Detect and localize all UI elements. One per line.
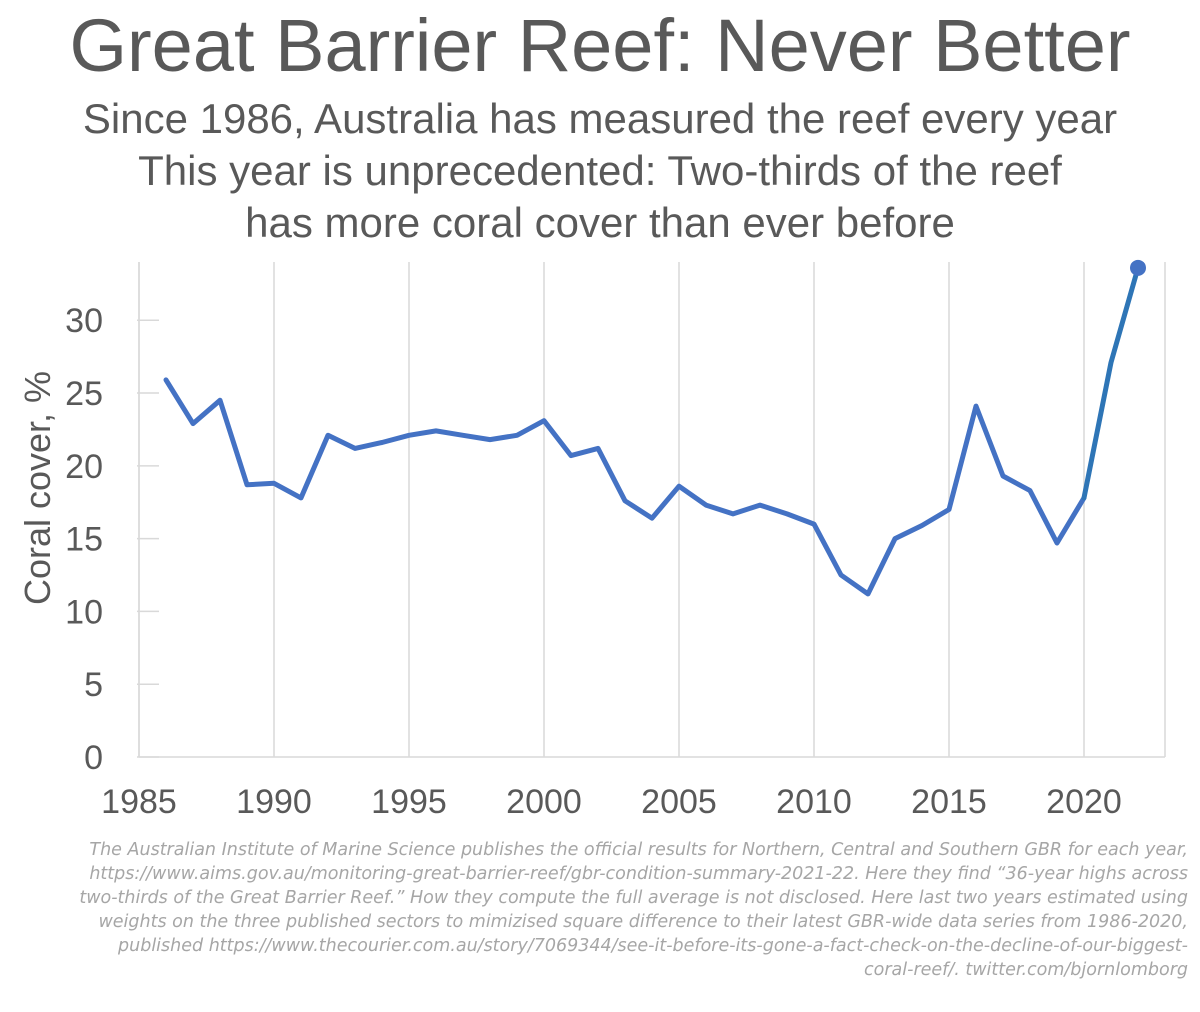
- x-tick-label: 2020: [1046, 783, 1122, 821]
- chart-title: Great Barrier Reef: Never Better: [69, 4, 1131, 87]
- x-tick-label: 1995: [371, 783, 447, 821]
- latest-point-marker: [1130, 259, 1146, 276]
- subtitle-line-3: has more coral cover than ever before: [245, 199, 955, 246]
- y-tick-label: 0: [84, 739, 103, 777]
- y-axis-label: Coral cover, %: [17, 371, 58, 605]
- gridlines: [137, 262, 1166, 758]
- x-tick-label: 2000: [506, 783, 582, 821]
- coral-cover-chart: 0 5 10 15 20 25 30 1985 1990 1995 2000 2005 2010 2015…: [17, 259, 1166, 821]
- x-tick-label: 2005: [641, 783, 717, 821]
- footnote-line: coral-reef/. twitter.com/bjornlomborg: [864, 960, 1188, 980]
- tick-labels: 0 5 10 15 20 25 30 1985 1990 1995 2000 2005 2010 2015…: [65, 302, 1122, 821]
- y-tick-label: 25: [65, 375, 103, 413]
- footnote-line: The Australian Institute of Marine Scien…: [89, 840, 1188, 860]
- footnote-line: two-thirds of the Great Barrier Reef.” H…: [79, 888, 1188, 908]
- axes: [138, 262, 1165, 758]
- footnote-line: published https://www.thecourier.com.au/…: [118, 936, 1188, 956]
- subtitle-line-1: Since 1986, Australia has measured the r…: [82, 95, 1118, 142]
- source-footnote: The Australian Institute of Marine Scien…: [8, 838, 1188, 982]
- estimated-line: [1081, 265, 1141, 501]
- x-tick-label: 2010: [776, 783, 852, 821]
- y-tick-label: 5: [84, 666, 103, 704]
- data-series: [163, 259, 1146, 597]
- y-tick-label: 20: [65, 448, 103, 486]
- subtitle-line-2: This year is unprecedented: Two-thirds o…: [138, 147, 1062, 194]
- x-tick-label: 1985: [101, 783, 177, 821]
- y-tick-label: 10: [65, 593, 103, 631]
- y-tick-label: 15: [65, 521, 103, 559]
- x-tick-label: 2015: [911, 783, 987, 821]
- footnote-line: weights on the three published sectors t…: [98, 912, 1188, 932]
- x-tick-label: 1990: [236, 783, 312, 821]
- y-tick-label: 30: [65, 302, 103, 340]
- coral-cover-line: [163, 377, 1087, 597]
- footnote-line: https://www.aims.gov.au/monitoring-great…: [89, 864, 1188, 884]
